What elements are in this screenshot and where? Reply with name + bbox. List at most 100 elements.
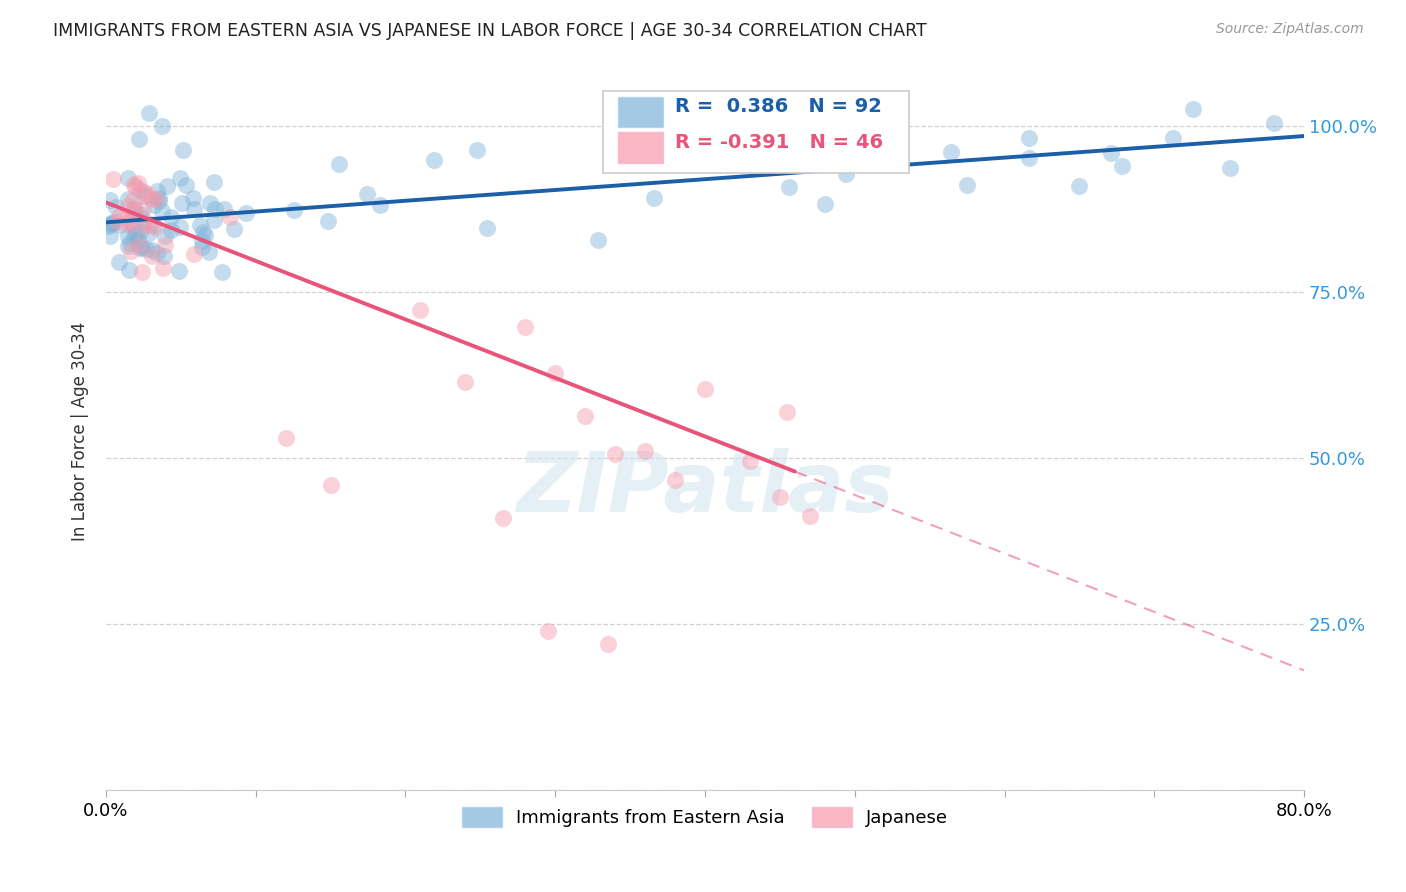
Point: [134, 188, 156, 202]
Point: [183, 202, 205, 216]
Point: [274, 431, 297, 445]
Point: [141, 244, 163, 258]
Point: [120, 218, 142, 232]
Point: [124, 206, 146, 220]
Point: [127, 234, 149, 248]
Point: [356, 187, 378, 202]
Point: [515, 320, 537, 334]
Point: [769, 490, 792, 504]
Point: [1181, 103, 1204, 117]
Point: [204, 202, 226, 216]
Point: [153, 237, 176, 252]
Point: [191, 234, 214, 248]
Point: [194, 228, 217, 243]
Point: [108, 255, 131, 269]
Point: [537, 624, 560, 638]
Point: [142, 218, 165, 232]
Point: [160, 222, 183, 236]
Point: [141, 192, 163, 206]
Point: [117, 229, 139, 244]
Point: [316, 213, 339, 227]
FancyBboxPatch shape: [603, 91, 908, 173]
Point: [128, 183, 150, 197]
Point: [129, 207, 152, 221]
Point: [198, 196, 221, 211]
Point: [1263, 116, 1285, 130]
Point: [1018, 151, 1040, 165]
Point: [128, 238, 150, 252]
Point: [778, 179, 800, 194]
Point: [167, 263, 190, 277]
Point: [181, 191, 204, 205]
Text: ZIPatlas: ZIPatlas: [516, 449, 894, 529]
Point: [738, 454, 761, 468]
Point: [100, 217, 122, 231]
Point: [492, 510, 515, 524]
Point: [101, 216, 124, 230]
Point: [135, 242, 157, 256]
Point: [117, 212, 139, 227]
Point: [605, 448, 627, 462]
Point: [131, 202, 153, 216]
Point: [145, 192, 167, 206]
Point: [202, 212, 225, 227]
Point: [98, 219, 121, 233]
Point: [465, 143, 488, 157]
Point: [129, 241, 152, 255]
Point: [191, 239, 214, 253]
Point: [101, 215, 124, 229]
Point: [118, 263, 141, 277]
Point: [124, 179, 146, 194]
Point: [117, 238, 139, 252]
Point: [117, 199, 139, 213]
Point: [368, 198, 391, 212]
Text: R =  0.386   N = 92: R = 0.386 N = 92: [675, 97, 882, 116]
Point: [328, 157, 350, 171]
Point: [134, 186, 156, 200]
Point: [107, 215, 129, 229]
Point: [122, 227, 145, 242]
Y-axis label: In Labor Force | Age 30-34: In Labor Force | Age 30-34: [72, 322, 89, 541]
Point: [128, 132, 150, 146]
FancyBboxPatch shape: [617, 133, 664, 162]
Point: [139, 217, 162, 231]
Point: [169, 171, 191, 186]
Point: [283, 203, 305, 218]
Point: [643, 191, 665, 205]
Point: [596, 637, 619, 651]
Point: [776, 404, 799, 418]
Point: [693, 382, 716, 396]
Point: [127, 176, 149, 190]
Point: [138, 105, 160, 120]
Point: [122, 219, 145, 234]
Point: [956, 178, 979, 192]
Point: [143, 219, 166, 234]
Point: [544, 366, 567, 380]
Point: [172, 195, 194, 210]
Point: [1067, 178, 1090, 193]
Point: [799, 509, 821, 524]
Point: [128, 225, 150, 239]
Point: [146, 246, 169, 260]
Point: [319, 477, 342, 491]
Point: [191, 225, 214, 239]
Point: [121, 194, 143, 208]
Point: [1111, 159, 1133, 173]
Point: [152, 260, 174, 275]
Point: [118, 214, 141, 228]
Point: [122, 202, 145, 216]
Point: [148, 194, 170, 208]
Point: [1161, 131, 1184, 145]
Point: [214, 202, 236, 216]
Point: [138, 226, 160, 240]
Point: [1099, 146, 1122, 161]
Point: [131, 265, 153, 279]
Point: [98, 194, 121, 208]
Point: [835, 167, 858, 181]
FancyBboxPatch shape: [617, 96, 664, 127]
Point: [188, 219, 211, 233]
Point: [939, 145, 962, 159]
Point: [117, 192, 139, 206]
Point: [131, 211, 153, 226]
Point: [143, 198, 166, 212]
